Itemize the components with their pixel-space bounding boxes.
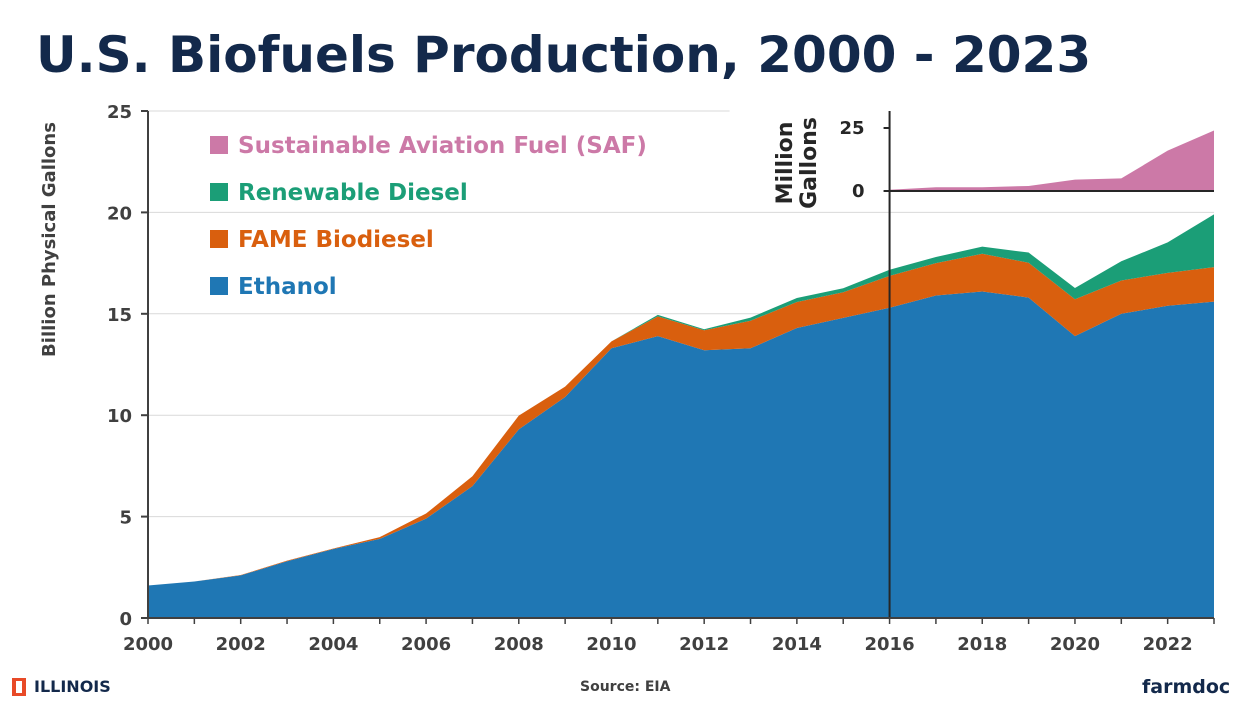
- legend-label-ethanol: Ethanol: [238, 274, 337, 300]
- inset-y-axis-label: Million: [773, 122, 798, 205]
- inset-y-axis-label: Gallons: [797, 117, 822, 209]
- inset-y-tick-label: 25: [840, 118, 865, 139]
- saf-inset: 0 25 Million Gallons: [729, 100, 1229, 618]
- axes: 0 5 10 15 20 25 2000 2002 2004 2006 2008 2010 2012 20…: [39, 102, 1215, 655]
- institution-name: ILLINOIS: [34, 677, 111, 696]
- x-tick-label: 2022: [1143, 634, 1193, 655]
- legend-swatch-fame-biodiesel: [210, 230, 228, 248]
- inset-y-tick-label: 0: [852, 181, 865, 202]
- y-tick-label: 15: [107, 305, 132, 326]
- saf-area: [889, 130, 1214, 191]
- illinois-logo: ILLINOIS: [12, 677, 111, 696]
- x-tick-label: 2004: [308, 634, 358, 655]
- x-tick-label: 2010: [586, 634, 636, 655]
- x-tick-label: 2020: [1050, 634, 1100, 655]
- y-tick-label: 5: [119, 508, 132, 529]
- y-tick-label: 20: [107, 203, 132, 224]
- legend-swatch-sustainable-aviation-fuel-saf: [210, 136, 228, 154]
- x-tick-label: 2016: [865, 634, 915, 655]
- ethanol-area: [148, 291, 1214, 618]
- brand-logo: farmdoc: [1142, 676, 1231, 698]
- legend: Sustainable Aviation Fuel (SAF) Renewable…: [210, 133, 647, 300]
- x-tick-label: 2018: [957, 634, 1007, 655]
- x-tick-label: 2000: [123, 634, 173, 655]
- legend-label-fame-biodiesel: FAME Biodiesel: [238, 227, 434, 253]
- chart-title: U.S. Biofuels Production, 2000 - 2023: [36, 26, 1092, 84]
- x-tick-label: 2006: [401, 634, 451, 655]
- illinois-block-i-icon: [12, 677, 26, 696]
- legend-swatch-ethanol: [210, 277, 228, 295]
- legend-swatch-renewable-diesel: [210, 183, 228, 201]
- x-tick-label: 2012: [679, 634, 729, 655]
- y-tick-label: 10: [107, 406, 132, 427]
- source-note: Source: EIA: [580, 679, 671, 695]
- x-tick-label: 2014: [772, 634, 822, 655]
- y-tick-label: 25: [107, 102, 132, 123]
- x-tick-label: 2002: [216, 634, 266, 655]
- fame-biodiesel-area: [148, 253, 1214, 586]
- x-tick-label: 2008: [494, 634, 544, 655]
- main-areas: [148, 214, 1214, 618]
- y-tick-label: 0: [119, 609, 132, 630]
- y-axis-label: Billion Physical Gallons: [39, 122, 60, 357]
- legend-label-sustainable-aviation-fuel-saf: Sustainable Aviation Fuel (SAF): [238, 133, 647, 159]
- legend-label-renewable-diesel: Renewable Diesel: [238, 180, 468, 206]
